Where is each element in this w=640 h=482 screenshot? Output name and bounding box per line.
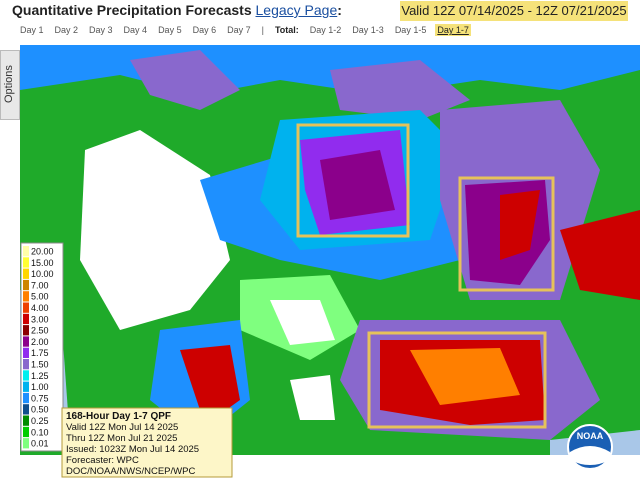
legend-swatch	[23, 246, 29, 257]
legend: 20.0015.0010.007.005.004.003.002.502.001…	[20, 242, 64, 452]
day-tab[interactable]: Day 1	[20, 25, 44, 35]
legend-label: 1.00	[31, 382, 49, 392]
legend-swatch	[23, 404, 29, 415]
info-title: 168-Hour Day 1-7 QPF	[66, 411, 171, 422]
legend-label: 20.00	[31, 247, 54, 257]
precip-shapes	[20, 45, 640, 455]
legend-label: 15.00	[31, 258, 54, 268]
legend-swatch	[23, 392, 29, 404]
legend-swatch	[23, 370, 29, 381]
legend-label: 7.00	[31, 280, 49, 290]
highlight-box	[458, 176, 555, 292]
legend-label: 0.75	[31, 393, 49, 403]
legend-swatch	[23, 347, 29, 358]
legend-label: 10.00	[31, 269, 54, 279]
highlight-box	[367, 331, 547, 429]
highlight-box	[296, 123, 410, 238]
day-tab[interactable]: Day 5	[158, 25, 182, 35]
day-tab[interactable]: Day 3	[89, 25, 113, 35]
legend-swatch	[23, 302, 29, 313]
total-label: Total:	[274, 25, 299, 35]
legend-swatch	[23, 257, 29, 268]
legend-swatch	[23, 268, 29, 279]
legend-label: 0.01	[31, 439, 49, 449]
tabs: Day 1 Day 2 Day 3 Day 4 Day 5 Day 6 Day 7 | Tota…	[18, 24, 471, 36]
legacy-link[interactable]: Legacy Page	[255, 2, 338, 18]
noaa-logo-wave	[570, 446, 610, 465]
total-tab[interactable]: Day 1-2	[309, 25, 342, 35]
options-tab[interactable]: Options	[0, 50, 20, 120]
page-title: Quantitative Precipitation Forecasts	[12, 2, 252, 18]
legend-label: 1.75	[31, 348, 49, 358]
legend-label: 0.50	[31, 405, 49, 415]
legend-label: 2.50	[31, 326, 49, 336]
total-tab[interactable]: Day 1-7	[435, 24, 471, 36]
highlight-boxes	[296, 123, 555, 429]
legend-swatch	[23, 381, 29, 392]
legend-label: 1.25	[31, 371, 49, 381]
info-box	[61, 407, 233, 478]
legend-label: 4.00	[31, 303, 49, 313]
legend-label: 2.00	[31, 337, 49, 347]
separator: |	[261, 25, 264, 35]
legend-swatch	[23, 325, 29, 336]
noaa-logo-text: NOAA	[577, 431, 604, 441]
total-tab[interactable]: Day 1-5	[394, 25, 427, 35]
legend-label: 0.25	[31, 416, 49, 426]
info-line: Valid 12Z Mon Jul 14 2025	[66, 422, 178, 433]
legend-swatch	[23, 426, 29, 438]
legend-swatch	[23, 291, 29, 302]
legend-swatch	[23, 336, 29, 347]
legend-swatch	[23, 438, 29, 449]
legend-swatch	[23, 359, 29, 370]
info-line: DOC/NOAA/NWS/NCEP/WPC	[66, 466, 195, 477]
day-tab[interactable]: Day 2	[54, 25, 79, 35]
valid-period: Valid 12Z 07/14/2025 - 12Z 07/21/2025	[400, 1, 628, 21]
info-line: Issued: 1023Z Mon Jul 14 2025	[66, 444, 199, 455]
day-tab[interactable]: Day 6	[192, 25, 217, 35]
total-tab[interactable]: Day 1-3	[352, 25, 384, 35]
legend-label: 3.00	[31, 314, 49, 324]
legend-label: 0.10	[31, 427, 49, 437]
legend-label: 1.50	[31, 360, 49, 370]
colon: :	[337, 2, 342, 18]
info-line: Forecaster: WPC	[66, 455, 139, 466]
legend-swatch	[23, 415, 29, 426]
info-line: Thru 12Z Mon Jul 21 2025	[66, 433, 177, 444]
options-label: Options	[3, 65, 15, 103]
day-tab[interactable]: Day 7	[227, 25, 251, 35]
legend-swatch	[23, 313, 29, 325]
legend-label: 5.00	[31, 292, 49, 302]
legend-swatch	[23, 279, 29, 291]
header: Quantitative Precipitation Forecasts Leg…	[12, 2, 342, 18]
day-tab[interactable]: Day 4	[123, 25, 148, 35]
